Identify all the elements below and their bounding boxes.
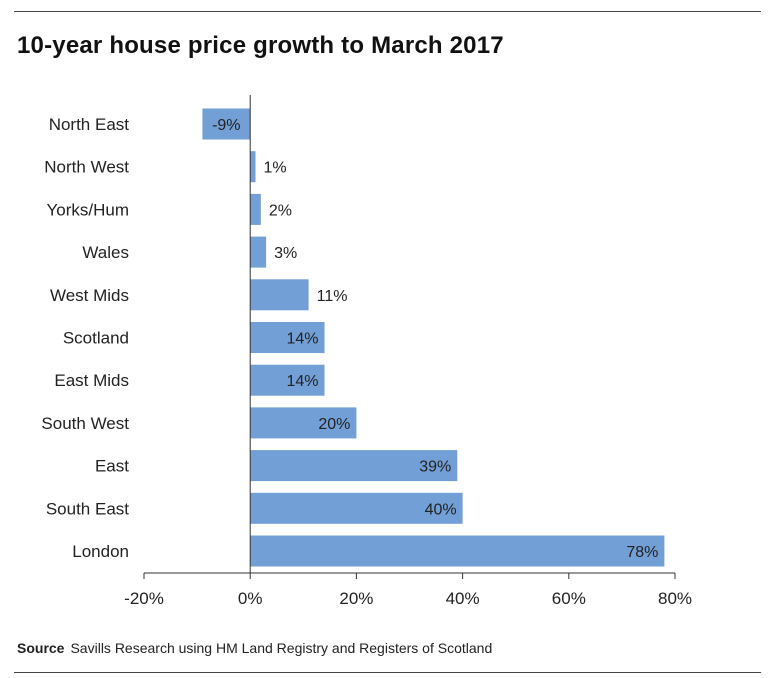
bar-south-east xyxy=(250,492,463,524)
x-tick-label: -20% xyxy=(124,589,164,608)
x-tick-label: 60% xyxy=(552,589,586,608)
top-rule xyxy=(14,11,761,12)
bar-yorks-hum xyxy=(250,193,261,225)
data-label: 14% xyxy=(287,331,319,348)
category-label: South East xyxy=(46,499,129,518)
category-label: Scotland xyxy=(63,329,129,348)
data-label: 2% xyxy=(269,202,292,219)
x-tick-label: 40% xyxy=(446,589,480,608)
category-label: South West xyxy=(41,414,129,433)
chart-title: 10-year house price growth to March 2017 xyxy=(17,32,504,59)
data-label: 11% xyxy=(317,288,348,305)
bar-scotland xyxy=(250,322,325,353)
data-label: 78% xyxy=(626,544,658,561)
data-label: 39% xyxy=(419,459,451,476)
category-label: East Mids xyxy=(54,371,129,390)
x-tick-label: 80% xyxy=(658,589,692,608)
category-label: Yorks/Hum xyxy=(46,200,129,219)
data-label: 1% xyxy=(264,160,287,177)
data-label: 40% xyxy=(425,501,457,518)
bar-north-east xyxy=(202,108,251,140)
bar-wales xyxy=(250,236,267,268)
bar-west-mids xyxy=(250,279,309,311)
source-text: Savills Research using HM Land Registry … xyxy=(70,640,493,656)
data-label: -9% xyxy=(212,117,240,134)
source-label: Source xyxy=(17,640,65,656)
category-label: North East xyxy=(49,115,130,134)
category-label: West Mids xyxy=(50,286,129,305)
x-tick-label: 0% xyxy=(238,589,263,608)
data-label: 14% xyxy=(287,373,319,390)
category-label: Wales xyxy=(82,243,129,262)
source-note: Source Savills Research using HM Land Reg… xyxy=(17,640,492,656)
bottom-rule xyxy=(14,672,761,673)
x-tick-label: 20% xyxy=(339,589,373,608)
category-label: East xyxy=(95,457,129,476)
bar-south-west xyxy=(250,407,357,439)
bar-north-west xyxy=(250,151,256,183)
bar-east xyxy=(250,450,458,482)
bar-london xyxy=(250,535,665,567)
category-label: London xyxy=(72,542,129,561)
category-label: North West xyxy=(44,158,129,177)
data-label: 20% xyxy=(318,416,350,433)
bar-east-mids xyxy=(250,364,325,396)
data-label: 3% xyxy=(274,245,297,262)
